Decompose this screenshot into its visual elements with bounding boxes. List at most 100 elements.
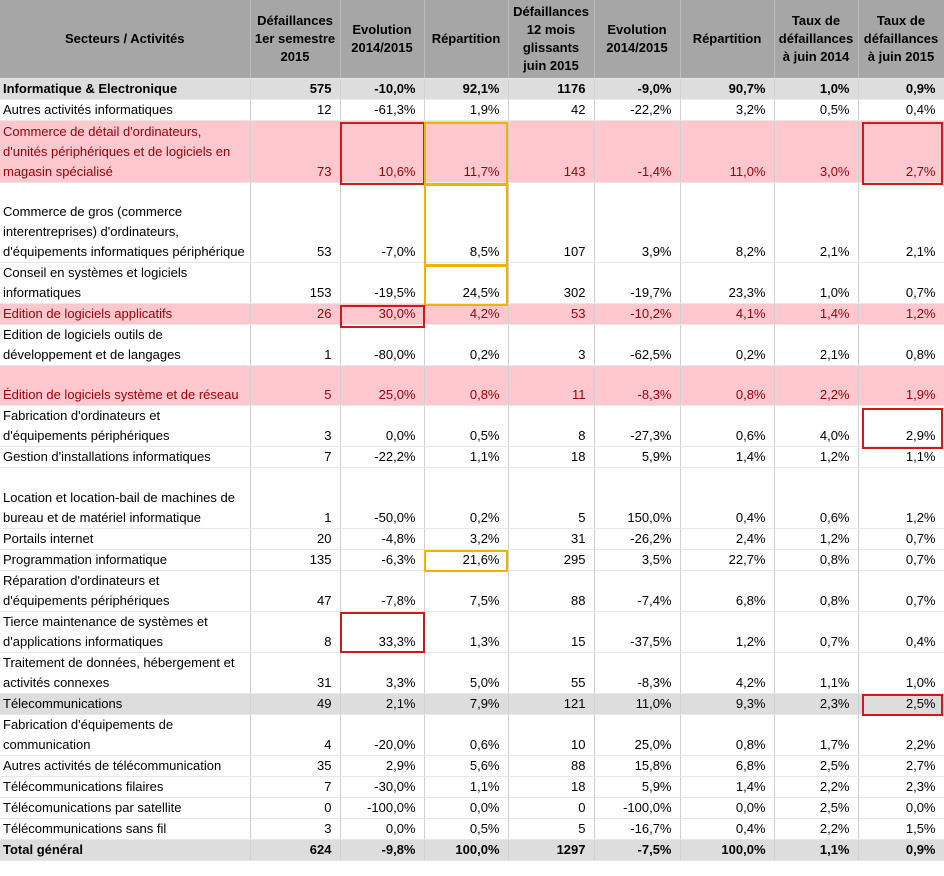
value-cell: 3,2% [424, 528, 509, 550]
value-cell: 135 [250, 549, 341, 571]
value-cell: -30,0% [340, 776, 425, 798]
value-cell: 7 [250, 776, 341, 798]
value-cell: -22,2% [594, 99, 681, 121]
value-cell: 1,4% [774, 303, 859, 325]
sector-label: Autres activités de télécommunication [0, 755, 251, 777]
value-cell: 12 [250, 99, 341, 121]
value-cell: 5,0% [424, 652, 509, 694]
header-rate-2014: Taux de défaillances à juin 2014 [774, 0, 859, 79]
value-cell: 2,1% [774, 182, 859, 263]
header-share-1: Répartition [424, 0, 509, 79]
sector-label: Traitement de données, hébergement et ac… [0, 652, 251, 694]
value-cell: 1,2% [774, 528, 859, 550]
value-cell: -80,0% [340, 324, 425, 366]
value-cell: -8,3% [594, 652, 681, 694]
value-cell: 575 [250, 78, 341, 100]
value-cell: 23,3% [680, 262, 775, 304]
value-cell: 100,0% [680, 839, 775, 861]
value-cell: 3,3% [340, 652, 425, 694]
value-cell: 0,7% [858, 570, 944, 612]
value-cell: -16,7% [594, 818, 681, 840]
value-cell: 1,0% [858, 652, 944, 694]
value-cell: -10,0% [340, 78, 425, 100]
value-cell: 25,0% [594, 714, 681, 756]
value-cell: 7 [250, 446, 341, 468]
value-cell: 2,2% [858, 714, 944, 756]
value-cell: 1,9% [424, 99, 509, 121]
table-row: Gestion d'installations informatiques 7 -2… [0, 446, 944, 468]
value-cell: -19,5% [340, 262, 425, 304]
value-cell: 2,9% [858, 405, 944, 447]
value-cell: 18 [508, 446, 595, 468]
sector-label: Télécommunications sans fil [0, 818, 251, 840]
value-cell: 20 [250, 528, 341, 550]
table-row: Fabrication d'équipements de communicati… [0, 714, 944, 756]
value-cell: 0,8% [680, 714, 775, 756]
header-rate-2015: Taux de défaillances à juin 2015 [858, 0, 944, 79]
table-row: Télécommunications filaires 7 -30,0% 1,1% 18… [0, 776, 944, 798]
value-cell: 53 [508, 303, 595, 325]
sector-label: Fabrication d'ordinateurs et d'équipemen… [0, 405, 251, 447]
value-cell: 2,1% [858, 182, 944, 263]
value-cell: -9,0% [594, 78, 681, 100]
value-cell: 0,2% [424, 467, 509, 529]
value-cell: 0,0% [424, 797, 509, 819]
value-cell: 2,5% [774, 797, 859, 819]
value-cell: 2,2% [774, 818, 859, 840]
value-cell: 3,0% [774, 120, 859, 183]
value-cell: 100,0% [424, 839, 509, 861]
value-cell: -26,2% [594, 528, 681, 550]
value-cell: 1,0% [774, 262, 859, 304]
value-cell: 150,0% [594, 467, 681, 529]
value-cell: -100,0% [594, 797, 681, 819]
value-cell: 24,5% [424, 262, 509, 304]
value-cell: 1,2% [858, 303, 944, 325]
table-row: Total général 624 -9,8% 100,0% 1297 -7,5% 100,… [0, 839, 944, 861]
value-cell: 8 [508, 405, 595, 447]
sector-label: Edition de logiciels outils de développe… [0, 324, 251, 366]
value-cell: 15,8% [594, 755, 681, 777]
value-cell: 0,6% [774, 467, 859, 529]
table-row: Programmation informatique 135 -6,3% 21,6% 2… [0, 549, 944, 571]
value-cell: 0,4% [680, 467, 775, 529]
value-cell: -22,2% [340, 446, 425, 468]
value-cell: 2,3% [858, 776, 944, 798]
table-body: Informatique & Electronique 575 -10,0% 92,1… [0, 78, 944, 861]
value-cell: 1,2% [680, 611, 775, 653]
value-cell: 4,0% [774, 405, 859, 447]
value-cell: 1,1% [424, 776, 509, 798]
sector-label: Programmation informatique [0, 549, 251, 571]
value-cell: 0,8% [774, 549, 859, 571]
value-cell: 0,5% [424, 818, 509, 840]
value-cell: 90,7% [680, 78, 775, 100]
value-cell: 8,5% [424, 182, 509, 263]
value-cell: 7,9% [424, 693, 509, 715]
value-cell: 3 [250, 405, 341, 447]
table-row: Fabrication d'ordinateurs et d'équipemen… [0, 405, 944, 447]
sector-label: Tierce maintenance de systèmes et d'appl… [0, 611, 251, 653]
table-row: Location et location-bail de machines de… [0, 467, 944, 529]
value-cell: 2,2% [774, 365, 859, 406]
value-cell: 0,7% [858, 262, 944, 304]
value-cell: 2,5% [858, 693, 944, 715]
value-cell: 3 [250, 818, 341, 840]
header-row: Secteurs / Activités Défaillances 1er se… [0, 0, 944, 79]
value-cell: 0,7% [858, 549, 944, 571]
table-row: Edition de logiciels applicatifs 26 30,0% 4… [0, 303, 944, 325]
value-cell: -19,7% [594, 262, 681, 304]
value-cell: 295 [508, 549, 595, 571]
value-cell: 11 [508, 365, 595, 406]
header-failures-12m: Défaillances 12 mois glissants juin 2015 [508, 0, 595, 79]
value-cell: 1,2% [774, 446, 859, 468]
value-cell: 21,6% [424, 549, 509, 571]
table-row: Edition de logiciels outils de développe… [0, 324, 944, 366]
value-cell: 42 [508, 99, 595, 121]
sector-label: Gestion d'installations informatiques [0, 446, 251, 468]
value-cell: 53 [250, 182, 341, 263]
value-cell: -61,3% [340, 99, 425, 121]
value-cell: 2,5% [774, 755, 859, 777]
value-cell: 2,3% [774, 693, 859, 715]
header-sector: Secteurs / Activités [0, 0, 251, 79]
value-cell: 0,5% [424, 405, 509, 447]
